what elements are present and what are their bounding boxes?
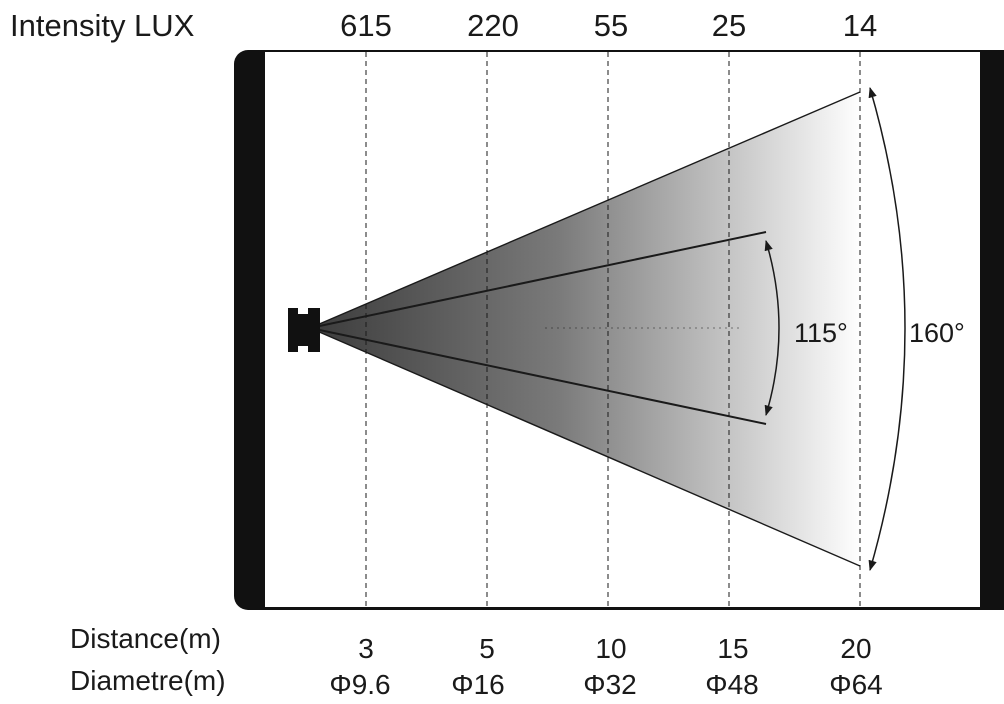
- lux-value-5: 14: [843, 8, 877, 43]
- distance-value-1: 3: [358, 633, 374, 664]
- intensity-label: Intensity LUX: [10, 8, 195, 43]
- distance-label: Distance(m): [70, 623, 221, 654]
- diameter-row: Diametre(m) Φ9.6 Φ16 Φ32 Φ48 Φ64: [70, 665, 883, 700]
- diameter-value-1: Φ9.6: [329, 669, 390, 700]
- outer-angle-arc: [868, 86, 906, 572]
- inner-angle-label: 115°: [794, 318, 848, 348]
- outer-beam-cone: [310, 92, 860, 566]
- outer-angle-label: 160°: [909, 318, 965, 348]
- diameter-label: Diametre(m): [70, 665, 226, 696]
- diameter-value-2: Φ16: [451, 669, 504, 700]
- lux-value-2: 220: [467, 8, 519, 43]
- inner-angle-arc: [764, 239, 780, 417]
- lux-value-1: 615: [340, 8, 392, 43]
- distance-row: Distance(m) 3 5 10 15 20: [70, 623, 872, 664]
- inner-beam-bottom-edge: [309, 327, 767, 425]
- diameter-value-3: Φ32: [583, 669, 636, 700]
- outer-beam-top-edge: [309, 91, 861, 329]
- lux-value-3: 55: [594, 8, 628, 43]
- distance-value-4: 15: [717, 633, 748, 664]
- intensity-row: Intensity LUX 615 220 55 25 14: [10, 8, 877, 43]
- distance-gridlines: [365, 52, 861, 607]
- light-source-icon: [288, 308, 320, 352]
- inner-beam-top-edge: [309, 231, 767, 329]
- diameter-value-4: Φ48: [705, 669, 758, 700]
- beam: [309, 91, 861, 567]
- distance-value-3: 10: [595, 633, 626, 664]
- distance-value-2: 5: [479, 633, 495, 664]
- diameter-value-5: Φ64: [829, 669, 882, 700]
- distance-value-5: 20: [840, 633, 871, 664]
- outer-beam-bottom-edge: [309, 327, 861, 567]
- lux-value-4: 25: [712, 8, 746, 43]
- angle-arcs: 115° 160°: [764, 86, 965, 572]
